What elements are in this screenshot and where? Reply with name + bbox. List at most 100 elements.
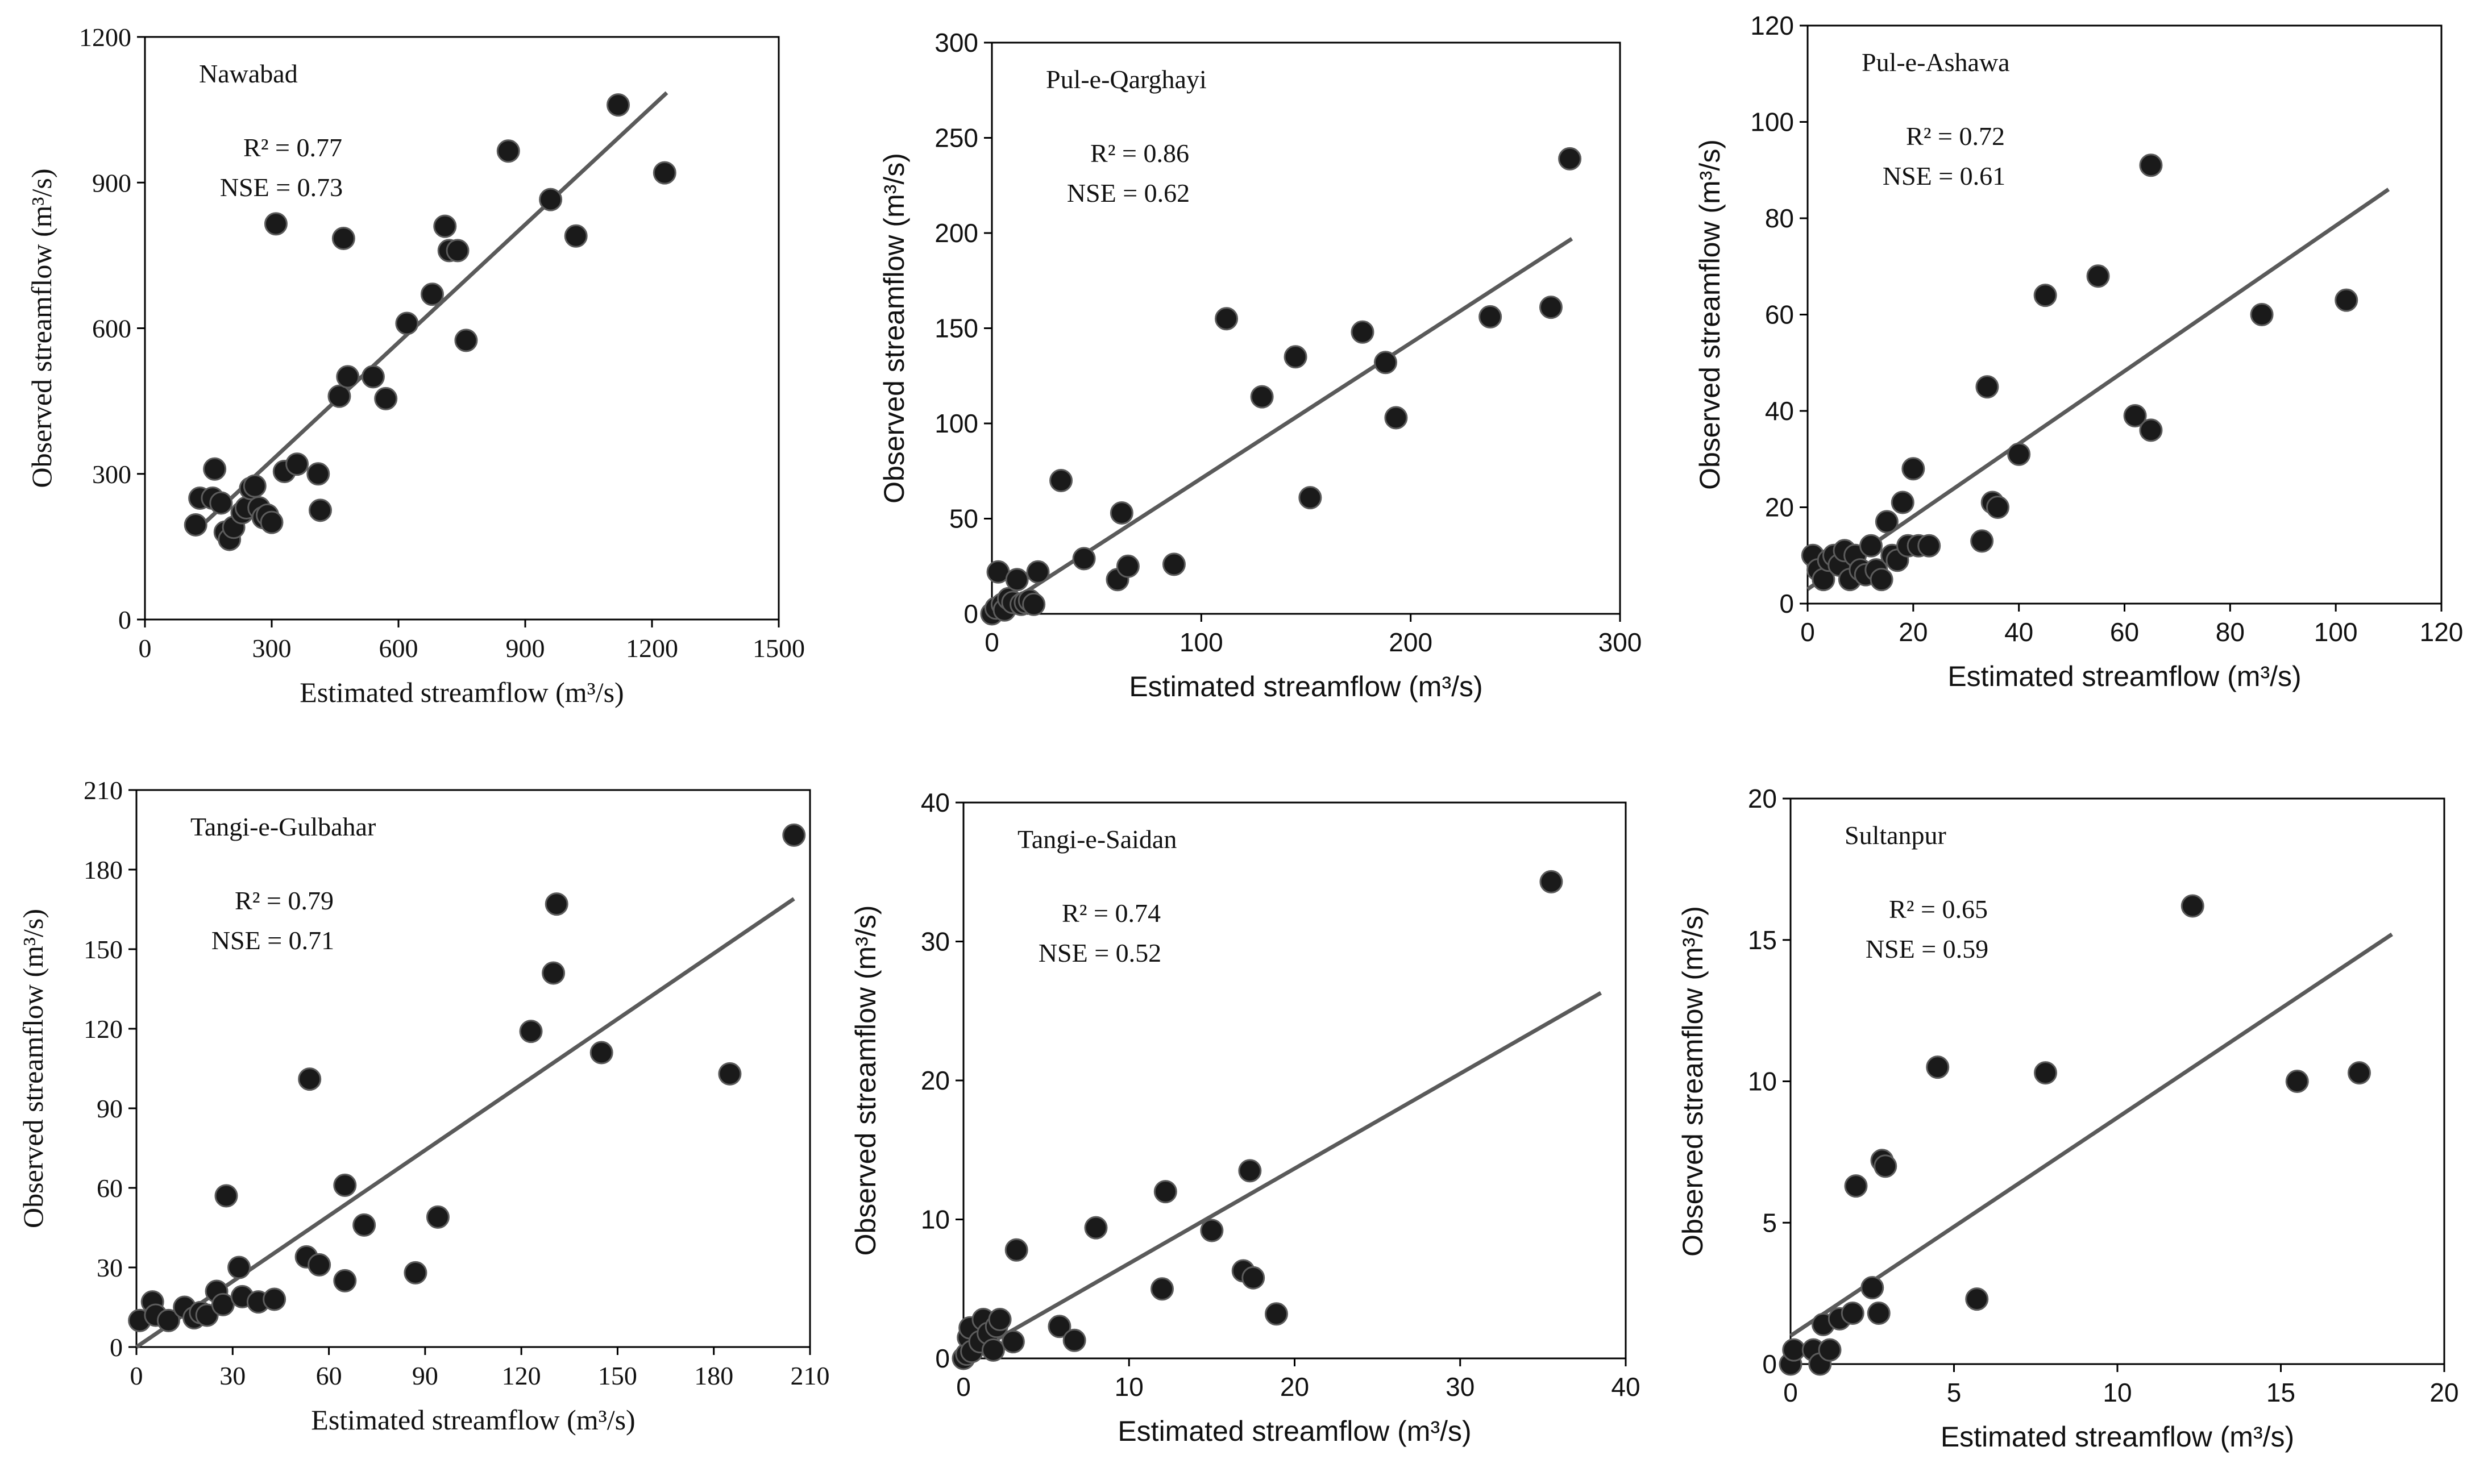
plot-frame (962, 801, 1627, 1360)
y-tick-label: 150 (84, 935, 123, 964)
data-point (203, 457, 227, 481)
data-point (260, 510, 284, 534)
x-tick-label: 20 (1899, 617, 1928, 647)
chart-panel-3: 0 20 40 60 80 100 120 0 20 40 60 80 100 120 Estimated … (1694, 11, 2463, 692)
data-point (1818, 1338, 1842, 1362)
data-point (1478, 305, 1502, 329)
x-tick-label: 1500 (753, 634, 805, 663)
x-tick-label: 10 (2103, 1378, 2132, 1407)
y-tick-label: 5 (1762, 1208, 1777, 1237)
x-tick-label: 20 (1280, 1372, 1309, 1402)
x-tick-label: 900 (506, 634, 545, 663)
x-tick-label: 0 (130, 1361, 143, 1390)
x-tick-label: 100 (1179, 627, 1223, 657)
trend-line (1806, 188, 2390, 591)
y-tick-label: 20 (1748, 784, 1777, 813)
data-point (2123, 404, 2147, 427)
data-point (426, 1205, 450, 1229)
data-point (1004, 1238, 1028, 1262)
nse-label: NSE = 0.71 (211, 926, 334, 955)
data-point (2180, 894, 2204, 918)
data-point (718, 1062, 742, 1086)
data-point (1859, 534, 1883, 558)
y-tick-label: 120 (1750, 11, 1794, 40)
data-point (209, 491, 233, 515)
data-point (2086, 264, 2110, 288)
y-tick-label: 300 (92, 460, 131, 489)
data-point (981, 1338, 1005, 1362)
data-point (1215, 307, 1239, 331)
x-tick-label: 20 (2429, 1378, 2458, 1407)
r-squared-label: R² = 0.65 (1889, 895, 1988, 924)
data-point (1384, 406, 1408, 430)
data-point (1351, 320, 1374, 344)
station-name: Tangi-e-Saidan (1017, 825, 1177, 854)
data-point (564, 224, 588, 248)
x-tick-label: 1200 (626, 634, 678, 663)
data-point (1844, 1174, 1868, 1198)
y-tick-label: 250 (935, 123, 978, 153)
data-point (988, 1308, 1012, 1332)
data-point (539, 188, 563, 211)
data-point (1373, 351, 1397, 375)
x-axis-title: Estimated streamflow (m³/s) (311, 1404, 635, 1436)
x-tick-label: 210 (791, 1361, 830, 1390)
y-tick-label: 0 (118, 605, 131, 634)
data-point (156, 1308, 180, 1332)
y-tick-label: 90 (97, 1094, 123, 1123)
x-tick-label: 5 (1947, 1378, 1962, 1407)
x-tick-label: 100 (2314, 617, 2358, 647)
trend-line (1789, 932, 2393, 1338)
data-point (308, 1253, 331, 1277)
chart-panel-1: 0 300 600 900 1200 150003006009001200Estimate… (26, 23, 805, 708)
data-point (589, 1041, 613, 1065)
data-point (2335, 288, 2358, 312)
x-axis-title: Estimated streamflow (m³/s) (1947, 660, 2301, 692)
y-tick-label: 0 (110, 1333, 123, 1362)
x-tick-label: 60 (2110, 617, 2139, 647)
data-point (1901, 457, 1925, 481)
data-point (2139, 418, 2163, 442)
x-tick-label: 120 (2420, 617, 2464, 647)
y-tick-label: 30 (97, 1253, 123, 1282)
y-tick-label: 50 (949, 504, 978, 534)
y-tick-label: 210 (84, 776, 123, 805)
data-point (2007, 442, 2031, 466)
data-point (336, 365, 360, 389)
data-point (227, 1256, 251, 1279)
x-tick-label: 40 (1611, 1372, 1640, 1402)
data-point (1891, 490, 1914, 514)
data-point (1151, 1277, 1174, 1301)
plot-frame (1789, 797, 2445, 1365)
data-point (308, 498, 332, 522)
chart-panel-2: 0 100 200 300 0 50 100 150 200 250 300 Estimated st… (878, 28, 1642, 702)
data-point (243, 474, 267, 498)
data-point (496, 139, 520, 163)
data-point (1917, 534, 1941, 558)
data-point (395, 311, 419, 335)
data-point (2139, 153, 2163, 177)
data-point (1116, 554, 1140, 578)
data-point (1110, 501, 1133, 525)
data-point (263, 1287, 286, 1311)
data-point (1200, 1219, 1224, 1242)
y-tick-label: 300 (935, 28, 978, 57)
data-point (1874, 1154, 1897, 1178)
y-axis-title: Observed streamflow (m³/s) (1677, 906, 1709, 1257)
plot-frame (1806, 24, 2443, 605)
y-tick-label: 20 (921, 1066, 950, 1095)
x-axis-title: Estimated streamflow (m³/s) (300, 676, 624, 708)
data-point (1841, 1301, 1864, 1325)
data-point (1539, 296, 1563, 319)
data-point (361, 365, 385, 389)
y-tick-label: 0 (1762, 1349, 1777, 1379)
y-tick-label: 100 (935, 409, 978, 438)
data-point (1284, 345, 1307, 369)
data-point (1001, 1330, 1025, 1354)
data-point (333, 1173, 357, 1197)
x-tick-label: 120 (502, 1361, 541, 1390)
data-point (1986, 496, 2009, 519)
data-point (1965, 1287, 1989, 1311)
y-tick-label: 40 (1765, 396, 1794, 426)
